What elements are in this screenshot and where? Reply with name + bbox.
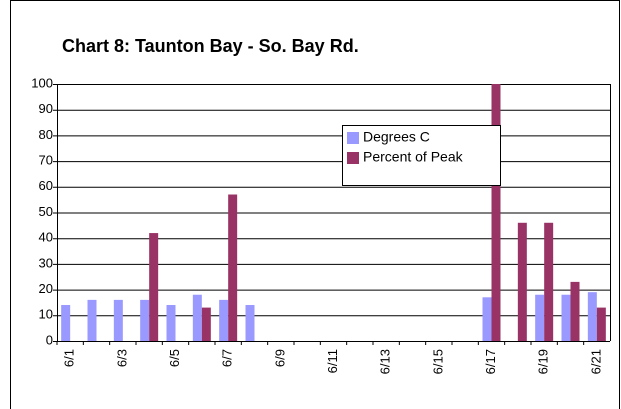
legend-swatch — [347, 132, 359, 144]
x-tick-label: 6/3 — [114, 349, 129, 367]
y-tick-label: 40 — [39, 230, 53, 245]
legend-label: Percent of Peak — [363, 149, 464, 165]
bar — [535, 294, 545, 341]
bar — [228, 194, 238, 341]
y-tick-label: 50 — [39, 204, 53, 219]
bar — [482, 297, 492, 341]
x-tick-label: 6/19 — [536, 349, 551, 374]
y-tick-label: 0 — [46, 332, 53, 347]
x-tick-label: 6/21 — [588, 349, 603, 374]
bar — [544, 222, 554, 341]
legend-label: Degrees C — [363, 129, 430, 145]
y-tick-label: 100 — [31, 75, 53, 90]
x-tick-label: 6/1 — [62, 349, 77, 367]
legend-swatch — [347, 152, 359, 164]
chart-frame — [10, 0, 620, 409]
x-tick-label: 6/9 — [272, 349, 287, 367]
chart-title: Chart 8: Taunton Bay - So. Bay Rd. — [62, 36, 359, 56]
bar — [219, 299, 229, 341]
bar — [192, 294, 202, 341]
bar — [517, 222, 527, 341]
bar — [166, 305, 176, 341]
y-tick-label: 30 — [39, 255, 53, 270]
bar — [113, 299, 123, 341]
x-tick-label: 6/11 — [325, 349, 340, 373]
x-tick-label: 6/5 — [167, 349, 182, 367]
x-tick-label: 6/17 — [483, 349, 498, 374]
bar — [245, 305, 255, 341]
bar — [587, 292, 597, 341]
x-tick-label: 6/7 — [220, 349, 235, 367]
bar — [87, 299, 97, 341]
y-tick-label: 10 — [39, 307, 53, 322]
y-tick-label: 90 — [39, 101, 53, 116]
bar — [596, 307, 606, 341]
bar — [61, 305, 71, 341]
legend — [342, 125, 501, 186]
y-tick-label: 60 — [39, 178, 53, 193]
bar — [570, 281, 580, 341]
bar — [140, 299, 150, 341]
bar — [149, 233, 159, 341]
x-tick-label: 6/15 — [430, 349, 445, 374]
x-tick-label: 6/13 — [378, 349, 393, 374]
y-tick-label: 20 — [39, 281, 53, 296]
y-tick-label: 70 — [39, 153, 53, 168]
bar — [201, 307, 211, 341]
bar — [561, 294, 571, 341]
bar — [491, 84, 501, 341]
y-tick-label: 80 — [39, 127, 53, 142]
